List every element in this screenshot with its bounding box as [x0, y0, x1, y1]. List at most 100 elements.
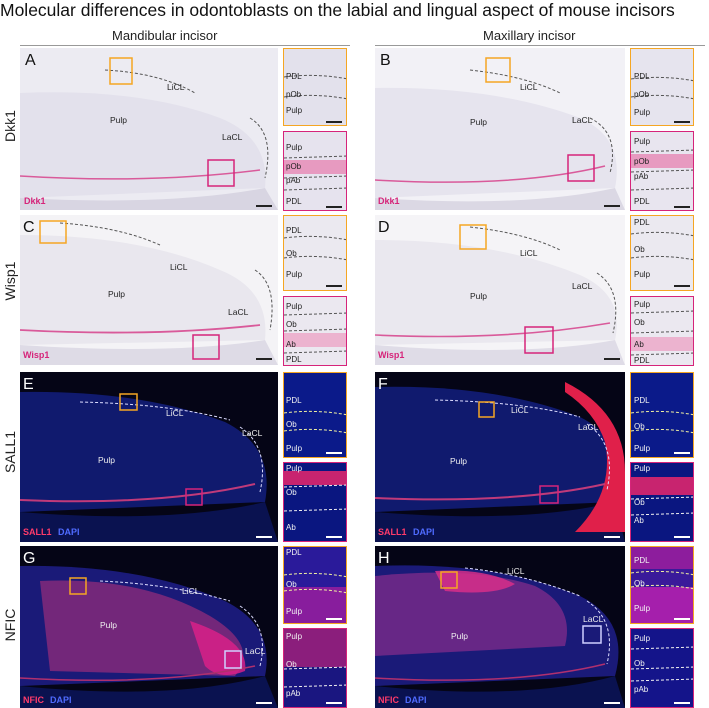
panel-h-inset-top-scale	[674, 618, 690, 620]
panel-a-inset-bottom-pob: pOb	[286, 162, 302, 171]
panel-d-letter: D	[378, 219, 390, 236]
panel-f-label-licl: LiCL	[511, 405, 529, 415]
panel-b-label-pulp: Pulp	[470, 117, 488, 127]
panel-h-letter: H	[378, 550, 390, 567]
panel-e-stain-dapi: DAPI	[58, 527, 80, 537]
panel-g-label-licl: LiCL	[182, 586, 200, 596]
panel-a-scale-bar	[256, 205, 272, 207]
panel-d-inset-bottom	[630, 296, 694, 366]
panel-g-inset-top	[283, 546, 347, 624]
panel-a-inset-top	[283, 48, 347, 126]
column-divider-left	[20, 45, 350, 46]
column-title-maxillary: Maxillary incisor	[483, 28, 576, 43]
panel-c-inset-top-pulp: Pulp	[286, 270, 303, 279]
panel-c-inset-bottom-ob: Ob	[286, 320, 297, 329]
panel-a-stain-label: Dkk1	[24, 196, 46, 206]
panel-e-inset-top-ob: Ob	[286, 420, 297, 429]
panel-g-label-lacl: LaCL	[245, 646, 266, 656]
panel-c-inset-bottom	[283, 296, 347, 366]
panel-f-stain-dapi: DAPI	[413, 527, 435, 537]
panel-a-inset-bottom-pulp: Pulp	[286, 143, 303, 152]
row-title-wisp1: Wisp1	[2, 261, 18, 301]
panel-b-inset-bottom-pob: pOb	[634, 157, 650, 166]
panel-h-inset-bottom	[630, 628, 694, 708]
panel-g-inset-top-pdl: PDL	[286, 548, 302, 557]
panel-h-label-licl: LiCL	[507, 566, 525, 576]
panel-b-inset-top-pulp: Pulp	[634, 108, 651, 117]
panel-e-inset-top-scale	[326, 452, 342, 454]
panel-d-inset-bottom-ob: Ob	[634, 318, 645, 327]
panel-h-stain-dapi: DAPI	[405, 695, 427, 705]
panel-a-inset-bottom-pab: pAb	[286, 176, 301, 185]
panel-g-inset-top-ob: Ob	[286, 580, 297, 589]
panel-d-scale-bar	[604, 358, 620, 360]
panel-d-inset-top-pulp: Pulp	[634, 270, 651, 279]
panel-f-inset-bottom	[630, 462, 694, 542]
panel-b-inset-bottom-pab: pAb	[634, 172, 649, 181]
panel-e-inset-bottom-pulp: Pulp	[286, 464, 303, 473]
panel-e-label-lacl: LaCL	[242, 428, 263, 438]
panel-e-inset-bottom	[283, 462, 347, 542]
panel-f-inset-top-scale	[674, 452, 690, 454]
panel-f-stain-sall1: SALL1	[378, 527, 407, 537]
panel-d-inset-top-pdl: PDL	[634, 218, 650, 227]
panel-c-inset-top-scale	[326, 285, 342, 287]
panel-b-inset-bottom-scale	[674, 206, 690, 208]
panel-a-label-pulp: Pulp	[110, 115, 128, 125]
panel-g-image	[20, 546, 278, 708]
panel-h-inset-top-pulp: Pulp	[634, 604, 651, 613]
panel-h-image	[375, 546, 625, 708]
row-title-sall1: SALL1	[2, 430, 18, 474]
panel-e-label-licl: LiCL	[166, 408, 184, 418]
panel-b-stain-label: Dkk1	[378, 196, 400, 206]
panel-f-inset-bottom-ab: Ab	[634, 516, 644, 525]
panel-h-inset-bottom-pulp: Pulp	[634, 634, 651, 643]
panel-c-label-licl: LiCL	[170, 262, 188, 272]
panel-e-label-pulp: Pulp	[98, 455, 116, 465]
panel-c-stain-label: Wisp1	[23, 350, 50, 360]
panel-b-scale-bar	[604, 205, 620, 207]
panel-b-inset-top-scale	[674, 121, 690, 123]
column-divider-right	[375, 45, 705, 46]
panel-c-label-lacl: LaCL	[228, 307, 249, 317]
panel-f-inset-top-ob: Ob	[634, 422, 645, 431]
panel-f-inset-top-pulp: Pulp	[634, 444, 651, 453]
panel-a-inset-bottom-pdl: PDL	[286, 197, 302, 206]
panel-f-inset-top	[630, 372, 694, 458]
panel-h-inset-top-ob: Ob	[634, 579, 645, 588]
panel-b-image	[375, 48, 625, 210]
panel-c-image	[20, 215, 278, 365]
panel-d-inset-top-scale	[674, 285, 690, 287]
panel-b-inset-bottom	[630, 131, 694, 211]
row-title-dkk1: Dkk1	[2, 110, 18, 142]
panel-g-inset-bottom-pulp: Pulp	[286, 632, 303, 641]
panel-g-stain-dapi: DAPI	[50, 695, 72, 705]
panel-e-inset-bottom-ob: Ob	[286, 488, 297, 497]
panel-b-inset-top	[630, 48, 694, 126]
panel-c-letter: C	[23, 219, 35, 236]
panel-c-inset-bottom-ab: Ab	[286, 340, 296, 349]
panel-f-inset-bottom-ob: Ob	[634, 498, 645, 507]
panel-f-inset-bottom-pulp: Pulp	[634, 464, 651, 473]
panel-c-scale-bar	[256, 358, 272, 360]
panel-h-inset-bottom-scale	[674, 702, 690, 704]
panel-h-label-pulp: Pulp	[451, 631, 469, 641]
panel-d-inset-bottom-ab: Ab	[634, 340, 644, 349]
panel-a-inset-top-pdl: PDL	[286, 72, 302, 81]
panel-d-label-licl: LiCL	[520, 248, 538, 258]
panel-a-label-licl: LiCL	[167, 82, 185, 92]
panel-h-label-lacl: LaCL	[583, 614, 604, 624]
panel-e-inset-top-pdl: PDL	[286, 396, 302, 405]
panel-a-image	[20, 48, 278, 210]
panel-d-image	[375, 215, 625, 365]
panel-h-inset-top	[630, 546, 694, 624]
panel-g-inset-top-pulp: Pulp	[286, 607, 303, 616]
panel-a-letter: A	[25, 52, 36, 69]
panel-c-label-pulp: Pulp	[108, 289, 126, 299]
panel-e-inset-bottom-ab: Ab	[286, 523, 296, 532]
panel-f-inset-bottom-scale	[674, 536, 690, 538]
panel-d-inset-top-ob: Ob	[634, 245, 645, 254]
panel-b-label-licl: LiCL	[520, 82, 538, 92]
figure-title: Molecular differences in odontoblasts on…	[0, 0, 675, 20]
panel-e-inset-top-pulp: Pulp	[286, 444, 303, 453]
